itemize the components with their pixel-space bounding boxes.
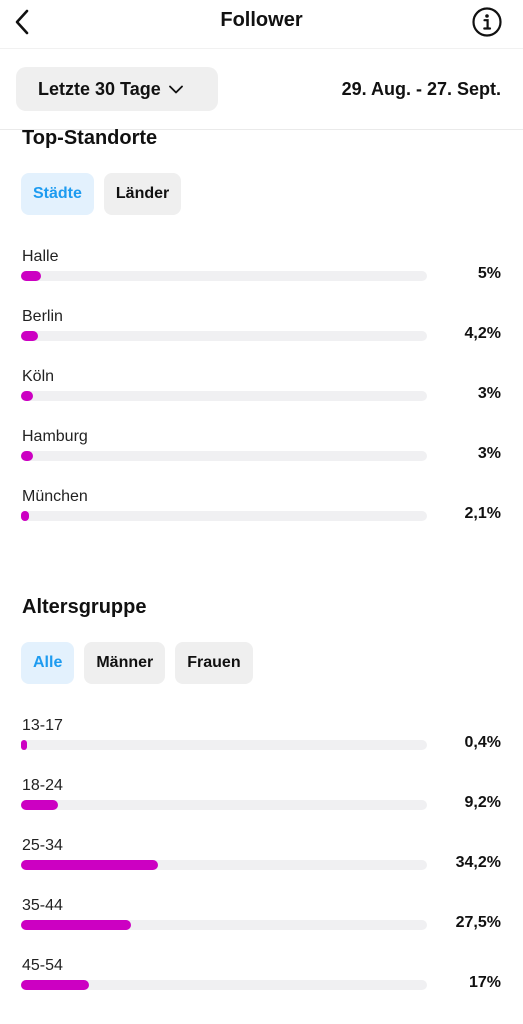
age-percent: 17% [468,974,501,991]
info-button[interactable] [471,6,503,38]
location-bar-fill [21,451,33,461]
location-label: Hamburg [22,428,88,445]
location-percent: 2,1% [464,505,501,522]
location-bar-fill [21,271,41,281]
age-tabs: Alle Männer Frauen [21,642,253,684]
age-bar-fill [21,980,89,990]
age-row: 13-17 0,4% [0,717,523,777]
filter-bar: Letzte 30 Tage 29. Aug. - 27. Sept. [0,48,523,130]
date-range-dropdown[interactable]: Letzte 30 Tage [16,67,218,111]
tab-all[interactable]: Alle [21,642,75,684]
top-bar: Follower [0,0,523,48]
page-title: Follower [220,9,303,31]
age-label: 18-24 [22,777,63,794]
age-bar-track [21,980,427,990]
location-bar-track [21,331,427,341]
location-bar-track [21,271,427,281]
location-row: Halle 5% [0,248,523,308]
age-percent: 9,2% [464,794,501,811]
info-icon [472,7,502,37]
date-range-dropdown-label: Letzte 30 Tage [38,78,161,99]
tab-countries[interactable]: Länder [103,173,182,215]
location-percent: 3% [477,385,501,402]
location-label: München [22,488,88,505]
location-bar-track [21,391,427,401]
age-list: 13-17 0,4% 18-24 9,2% 25-34 34,2% 35-44 … [0,717,523,1017]
location-label: Berlin [22,308,63,325]
location-bar-track [21,451,427,461]
age-label: 25-34 [22,837,63,854]
age-label: 35-44 [22,897,63,914]
location-row: Hamburg 3% [0,428,523,488]
date-range-text: 29. Aug. - 27. Sept. [341,79,501,99]
location-percent: 3% [477,445,501,462]
age-bar-track [21,920,427,930]
tab-women[interactable]: Frauen [175,642,253,684]
locations-tabs: Städte Länder [21,173,182,215]
age-percent: 34,2% [455,854,501,871]
location-bar-fill [21,331,38,341]
tab-cities[interactable]: Städte [21,173,94,215]
age-bar-fill [21,920,131,930]
locations-list: Halle 5% Berlin 4,2% Köln 3% Hamburg 3% … [0,248,523,548]
location-percent: 5% [477,265,501,282]
age-bar-fill [21,740,27,750]
age-bar-track [21,800,427,810]
location-row: München 2,1% [0,488,523,548]
chevron-left-icon [15,9,29,35]
tab-men[interactable]: Männer [84,642,166,684]
location-row: Köln 3% [0,368,523,428]
age-row: 18-24 9,2% [0,777,523,837]
back-button[interactable] [8,4,36,40]
age-row: 35-44 27,5% [0,897,523,957]
age-section-title: Altersgruppe [22,596,147,618]
location-row: Berlin 4,2% [0,308,523,368]
age-row: 25-34 34,2% [0,837,523,897]
age-row: 45-54 17% [0,957,523,1017]
age-percent: 0,4% [464,734,501,751]
age-label: 13-17 [22,717,63,734]
age-label: 45-54 [22,957,63,974]
age-bar-fill [21,800,58,810]
locations-section-title: Top-Standorte [22,127,158,149]
chevron-down-icon [168,85,183,93]
age-percent: 27,5% [455,914,501,931]
location-percent: 4,2% [464,325,501,342]
age-bar-track [21,860,427,870]
age-bar-fill [21,860,158,870]
location-label: Köln [22,368,55,385]
location-bar-track [21,511,427,521]
location-bar-fill [21,511,30,521]
location-label: Halle [22,248,59,265]
location-bar-fill [21,391,33,401]
age-bar-track [21,740,427,750]
